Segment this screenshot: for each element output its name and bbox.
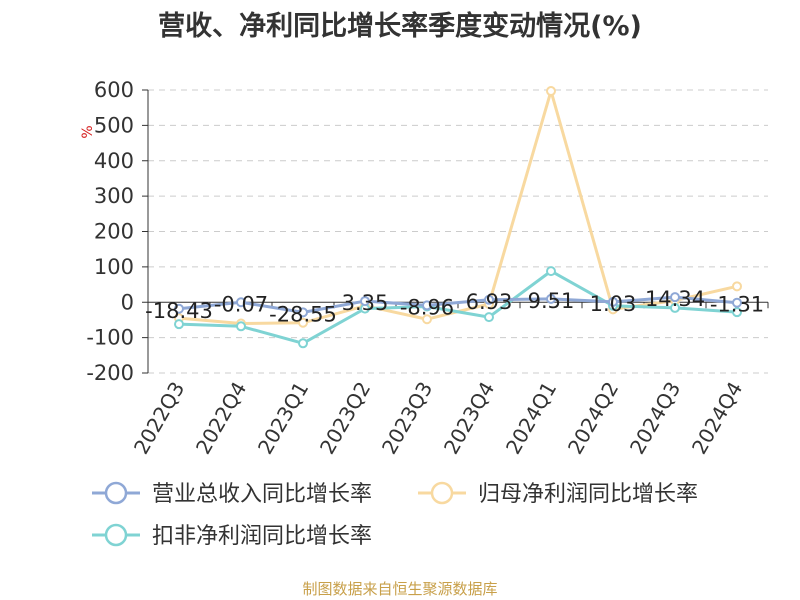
x-tick-label: 2024Q2: [563, 378, 623, 459]
series-point: [546, 266, 556, 277]
x-tick-label: 2022Q3: [129, 378, 189, 459]
series-point: [608, 296, 618, 307]
y-tick-label: 100: [94, 255, 134, 279]
series-point: [298, 338, 308, 349]
series-point: [484, 294, 494, 305]
data-label: 6.93: [466, 290, 513, 314]
data-label: 3.35: [342, 291, 389, 315]
series-point: [236, 297, 246, 308]
series-point: [546, 293, 556, 304]
data-label: 9.51: [528, 289, 575, 313]
series-point: [546, 86, 556, 97]
series-point: [174, 319, 184, 330]
y-tick-label: 0: [121, 290, 134, 314]
data-label: 1.03: [590, 292, 637, 316]
y-tick-label: 200: [94, 220, 134, 244]
series-point: [732, 297, 742, 308]
data-label: -28.55: [269, 302, 337, 326]
x-tick-label: 2024Q1: [501, 378, 561, 459]
series-point: [484, 312, 494, 323]
legend-label: 归母净利润同比增长率: [478, 482, 698, 507]
chart-title: 营收、净利同比增长率季度变动情况(%): [158, 11, 642, 42]
x-tick-label: 2023Q2: [315, 378, 375, 459]
series-point: [422, 314, 432, 325]
series-line: [178, 295, 738, 314]
x-tick-label: 2024Q4: [687, 378, 747, 459]
y-tick-label: 300: [94, 184, 134, 208]
series-point: [732, 281, 742, 292]
x-tick-label: 2023Q3: [377, 378, 437, 459]
x-tick-label: 2024Q3: [625, 378, 685, 459]
series-point: [732, 307, 742, 318]
axes: -200 -100 0 100 200 300 400 500 600% 2022Q3 2022Q4…: [80, 78, 769, 459]
grid-lines: [148, 89, 768, 374]
series-point: [360, 296, 370, 307]
data-label: -18.43: [145, 299, 213, 323]
data-labels: -18.43 -0.07 -28.55 3.35 -8.96 6.93 9.51 1.03 14…: [145, 287, 764, 326]
y-tick-label: -200: [86, 361, 134, 385]
series-point: [174, 303, 184, 314]
y-tick-label: 600: [94, 78, 134, 102]
y-axis-label: %: [80, 125, 96, 138]
data-label: -8.96: [400, 295, 454, 319]
x-tick-label: 2023Q1: [253, 378, 313, 459]
y-tick-label: 400: [94, 149, 134, 173]
y-tick-label: -100: [86, 326, 134, 350]
data-label: -0.07: [214, 292, 268, 316]
legend-label: 扣非净利润同比增长率: [152, 524, 372, 549]
legend-marker: [104, 523, 128, 547]
series-point: [670, 302, 680, 313]
series-point: [236, 321, 246, 332]
series-point: [298, 317, 308, 328]
data-source-note: 制图数据来自恒生聚源数据库: [302, 580, 498, 598]
legend-label: 营业总收入同比增长率: [152, 482, 372, 507]
x-tick-label: 2022Q4: [191, 378, 251, 459]
legend-marker: [104, 481, 128, 505]
data-label: -1.31: [710, 293, 764, 317]
series-layer: [174, 86, 742, 349]
legend-marker: [430, 481, 454, 505]
series-point: [670, 292, 680, 303]
x-tick-label: 2023Q4: [439, 378, 499, 459]
y-tick-label: 500: [94, 113, 134, 137]
series-line: [178, 269, 738, 345]
series-point: [298, 307, 308, 318]
series-point: [422, 300, 432, 311]
data-label: 14.34: [645, 287, 705, 311]
